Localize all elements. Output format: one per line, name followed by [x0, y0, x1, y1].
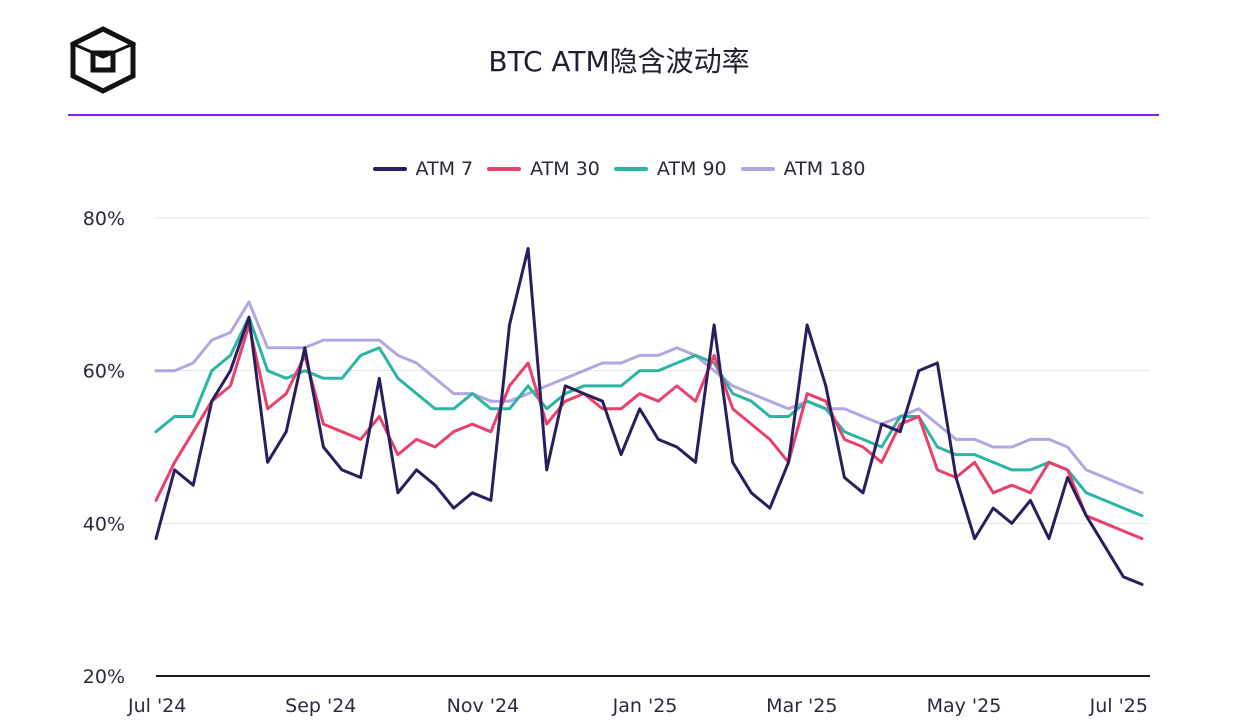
- legend-label: ATM 90: [656, 158, 727, 180]
- legend-label: ATM 180: [783, 158, 866, 180]
- legend-swatch: [740, 167, 775, 171]
- x-tick-label: Sep '24: [285, 695, 356, 717]
- y-axis: 80% 60% 40% 20%: [83, 208, 125, 688]
- chart-title: BTC ATM隐含波动率: [488, 45, 750, 78]
- x-tick-label: Jul '25: [1089, 695, 1148, 717]
- legend-swatch: [487, 167, 522, 171]
- title-divider: [68, 114, 1159, 116]
- x-tick-label: Mar '25: [766, 695, 837, 717]
- legend-item-atm90[interactable]: ATM 90: [613, 158, 727, 180]
- series-line-atm-7: [154, 247, 1144, 586]
- series-line-atm-180: [154, 300, 1144, 495]
- series-line-atm-90: [154, 315, 1144, 518]
- legend-item-atm30[interactable]: ATM 30: [487, 158, 600, 180]
- cube-logo-icon: [69, 26, 137, 94]
- y-tick-label: 60%: [83, 361, 125, 383]
- series-lines: [154, 247, 1144, 586]
- legend-swatch: [613, 167, 648, 171]
- legend-label: ATM 30: [530, 158, 600, 180]
- y-tick-label: 20%: [83, 666, 125, 688]
- legend-swatch: [372, 167, 407, 171]
- x-tick-label: Jan '25: [612, 695, 678, 717]
- x-tick-label: Nov '24: [447, 695, 520, 717]
- legend-item-atm7[interactable]: ATM 7: [372, 158, 474, 180]
- x-tick-label: May '25: [927, 695, 1002, 717]
- x-tick-label: Jul '24: [127, 695, 186, 717]
- legend-label: ATM 7: [415, 158, 474, 180]
- legend-item-atm180[interactable]: ATM 180: [740, 158, 866, 180]
- y-tick-label: 40%: [83, 513, 125, 535]
- x-axis: Jul '24 Sep '24 Nov '24 Jan '25 Mar '25 May '…: [127, 695, 1148, 717]
- legend: ATM 7 ATM 30 ATM 90 ATM 180: [0, 158, 1238, 180]
- series-line-atm-30: [154, 323, 1144, 541]
- y-tick-label: 80%: [83, 208, 125, 230]
